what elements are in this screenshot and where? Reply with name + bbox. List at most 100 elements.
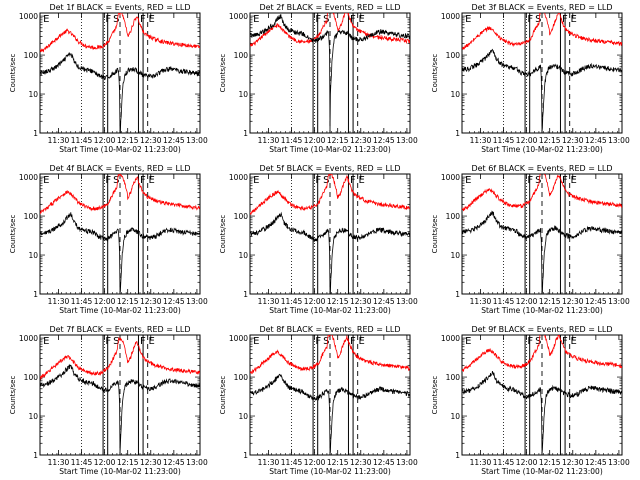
marker-letter: E	[465, 14, 471, 25]
y-tick-label: 100	[446, 212, 461, 221]
panel-det-9: Det 9f BLACK = Events, RED = LLD 1 10 100 10…	[431, 325, 630, 476]
x-tick-label: 11:30	[470, 136, 492, 145]
x-tick-label: 11:30	[470, 297, 492, 306]
x-axis: 11:30 11:45 12:00 12:15 12:30 12:45 13:00 Start…	[257, 335, 418, 476]
y-tick-label: 10	[450, 90, 460, 99]
panel-det-1: Det 1f BLACK = Events, RED = LLD 1 10 100 10…	[9, 3, 208, 154]
x-axis-label: Start Time (10-Mar-02 11:23:00)	[481, 467, 603, 476]
y-axis-label: Counts/sec	[9, 376, 17, 415]
panel-title: Det 5f BLACK = Events, RED = LLD	[259, 164, 400, 173]
panel-title: Det 1f BLACK = Events, RED = LLD	[49, 3, 190, 12]
panel-det-2: Det 2f BLACK = Events, RED = LLD 1 10 100 10…	[219, 3, 418, 154]
marker-letter: F	[140, 14, 146, 25]
x-axis-label: Start Time (10-Mar-02 11:23:00)	[59, 306, 181, 315]
marker-letter: S	[113, 336, 119, 347]
events-series	[40, 212, 200, 294]
y-axis: 1 10 100 1000 Counts/sec	[9, 334, 200, 460]
y-tick-label: 1000	[229, 12, 248, 21]
events-series	[462, 48, 622, 133]
x-axis-label: Start Time (10-Mar-02 11:23:00)	[59, 145, 181, 154]
panel-det-3: Det 3f BLACK = Events, RED = LLD 1 10 100 10…	[431, 3, 630, 154]
marker-letter: S	[113, 14, 119, 25]
marker-letter: E	[358, 175, 364, 186]
events-series	[40, 363, 200, 455]
panel-det-5: Det 5f BLACK = Events, RED = LLD 1 10 100 10…	[219, 164, 418, 315]
y-tick-label: 1000	[19, 12, 38, 21]
x-axis: 11:30 11:45 12:00 12:15 12:30 12:45 13:00 Start…	[469, 174, 630, 315]
x-tick-label: 13:00	[396, 297, 418, 306]
marker-letter: E	[43, 336, 49, 347]
y-tick-label: 1	[243, 451, 248, 460]
x-axis-label: Start Time (10-Mar-02 11:23:00)	[269, 467, 391, 476]
marker-letter: S	[113, 175, 119, 186]
marker-letter: E	[253, 175, 259, 186]
x-tick-label: 13:00	[186, 297, 208, 306]
y-axis-label: Counts/sec	[9, 54, 17, 93]
marker-letter: F	[562, 175, 568, 186]
x-tick-label: 12:00	[304, 458, 326, 467]
x-tick-label: 13:00	[608, 458, 630, 467]
x-tick-label: 12:15	[327, 458, 349, 467]
x-tick-label: 11:30	[258, 136, 280, 145]
y-axis-label: Counts/sec	[219, 215, 227, 254]
panel-title: Det 2f BLACK = Events, RED = LLD	[259, 3, 400, 12]
x-tick-label: 12:00	[304, 297, 326, 306]
x-tick-label: 11:30	[48, 458, 70, 467]
y-tick-label: 10	[238, 412, 248, 421]
x-tick-label: 12:45	[163, 458, 185, 467]
x-tick-label: 11:45	[71, 136, 93, 145]
panels-layer: Det 1f BLACK = Events, RED = LLD 1 10 100 10…	[9, 3, 630, 476]
x-tick-label: 12:30	[562, 297, 584, 306]
x-tick-label: 12:30	[350, 297, 372, 306]
y-tick-label: 1000	[229, 173, 248, 182]
x-tick-label: 11:45	[493, 297, 515, 306]
x-tick-label: 11:30	[48, 136, 70, 145]
panel-title: Det 6f BLACK = Events, RED = LLD	[471, 164, 612, 173]
marker-letter: F	[315, 175, 321, 186]
marker-letter: S	[323, 336, 329, 347]
marker-letter: E	[148, 14, 154, 25]
y-tick-label: 10	[238, 251, 248, 260]
y-axis-label: Counts/sec	[9, 215, 17, 254]
marker-letter: F	[105, 14, 111, 25]
panel-title: Det 7f BLACK = Events, RED = LLD	[49, 325, 190, 334]
x-tick-label: 12:00	[94, 458, 116, 467]
marker-letter: F	[350, 175, 356, 186]
x-tick-label: 12:30	[350, 136, 372, 145]
marker-letter: E	[465, 175, 471, 186]
x-tick-label: 12:00	[516, 136, 538, 145]
lld-series	[40, 337, 200, 381]
y-axis-label: Counts/sec	[219, 54, 227, 93]
events-series	[250, 14, 410, 133]
x-tick-label: 13:00	[396, 136, 418, 145]
panel-det-7: Det 7f BLACK = Events, RED = LLD 1 10 100 10…	[9, 325, 208, 476]
panel-det-6: Det 6f BLACK = Events, RED = LLD 1 10 100 10…	[431, 164, 630, 315]
marker-letter: F	[350, 14, 356, 25]
lld-series	[40, 13, 200, 53]
marker-letter: F	[527, 175, 533, 186]
x-tick-label: 11:45	[493, 136, 515, 145]
x-tick-label: 12:00	[304, 136, 326, 145]
x-tick-label: 12:00	[94, 297, 116, 306]
lld-series	[250, 335, 410, 375]
lld-series	[462, 174, 622, 212]
x-tick-label: 12:00	[516, 297, 538, 306]
x-tick-label: 12:45	[585, 136, 607, 145]
x-axis-label: Start Time (10-Mar-02 11:23:00)	[481, 306, 603, 315]
y-axis: 1 10 100 1000 Counts/sec	[431, 173, 622, 299]
x-tick-label: 11:30	[258, 297, 280, 306]
lld-series	[250, 174, 410, 215]
y-axis: 1 10 100 1000 Counts/sec	[431, 12, 622, 138]
marker-letter: E	[43, 175, 49, 186]
x-tick-label: 13:00	[608, 136, 630, 145]
y-tick-label: 10	[450, 412, 460, 421]
marker-letter: F	[105, 175, 111, 186]
panel-title: Det 9f BLACK = Events, RED = LLD	[471, 325, 612, 334]
lld-series	[40, 174, 200, 215]
y-axis-label: Counts/sec	[431, 54, 439, 93]
x-tick-label: 12:00	[516, 458, 538, 467]
x-tick-label: 12:45	[163, 297, 185, 306]
x-tick-label: 13:00	[186, 136, 208, 145]
